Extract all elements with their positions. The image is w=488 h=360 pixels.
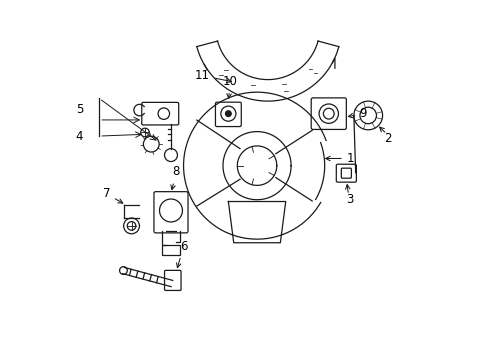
Text: 1: 1 [325, 152, 353, 165]
Text: 6: 6 [176, 240, 187, 267]
Text: 10: 10 [222, 75, 237, 98]
Circle shape [225, 111, 231, 117]
Text: 7: 7 [102, 187, 122, 203]
Text: 3: 3 [346, 193, 353, 206]
Text: 4: 4 [76, 130, 83, 143]
Text: 8: 8 [170, 166, 180, 190]
Text: 11: 11 [195, 69, 231, 83]
Text: 9: 9 [348, 107, 366, 120]
Text: 2: 2 [384, 132, 391, 145]
Text: 5: 5 [76, 103, 83, 116]
